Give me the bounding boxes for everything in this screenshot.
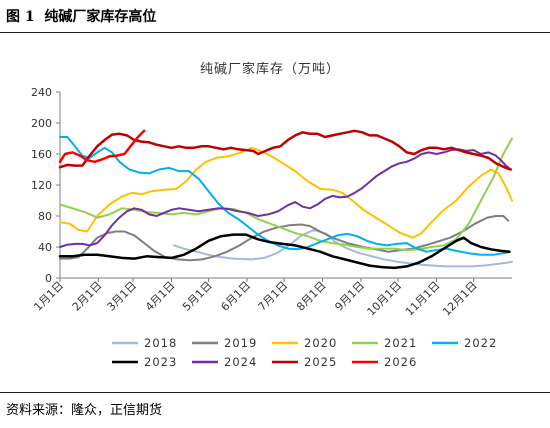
x-tick-label: 10月1日 — [365, 279, 405, 319]
legend-label-2026: 2026 — [384, 355, 417, 369]
series-line-2018 — [172, 228, 513, 268]
series-line-2023 — [58, 233, 511, 270]
series-line-2020 — [59, 146, 513, 239]
source-note: 资料来源：隆众，正信期货 — [6, 403, 163, 418]
legend-label-2021: 2021 — [384, 336, 417, 350]
y-tick-label: 120 — [31, 179, 52, 192]
legend-label-2018: 2018 — [144, 336, 177, 350]
series-line-2024 — [59, 148, 512, 248]
y-tick-label: 200 — [31, 117, 52, 130]
x-tick-label: 8月1日 — [294, 279, 329, 314]
y-tick-label: 160 — [31, 148, 52, 161]
series-line-2019 — [59, 215, 510, 262]
legend-label-2022: 2022 — [464, 336, 497, 350]
y-tick-label: 40 — [38, 241, 52, 254]
legend-label-2020: 2020 — [304, 336, 337, 350]
legend-label-2023: 2023 — [144, 355, 177, 369]
x-tick-label: 7月1日 — [256, 279, 291, 314]
x-tick-label: 5月1日 — [180, 279, 215, 314]
x-tick-label: 9月1日 — [332, 279, 367, 314]
x-tick-label: 12月1日 — [440, 279, 480, 319]
y-tick-label: 80 — [38, 210, 52, 223]
y-tick-label: 0 — [45, 272, 52, 285]
legend: 2018 2019 2020 2021 2022 2023 2024 2025 2026 — [112, 336, 497, 369]
figure-caption: 纯碱厂家库存高位 — [44, 9, 157, 25]
bottom-rule — [0, 392, 550, 393]
series-line-2026 — [58, 129, 146, 164]
series-line-2022 — [59, 136, 510, 256]
series-line-2021 — [59, 137, 513, 252]
x-tick-label: 4月1日 — [143, 279, 178, 314]
x-tick-label: 11月1日 — [403, 279, 443, 319]
figure-label: 图 1 — [6, 9, 35, 25]
x-tick-label: 6月1日 — [218, 279, 253, 314]
series-line-2025 — [58, 129, 513, 171]
legend-label-2025: 2025 — [304, 355, 337, 369]
figure-title: 图 1 纯碱厂家库存高位 — [6, 6, 156, 26]
y-tick-label: 240 — [31, 86, 52, 99]
chart-title: 纯碱厂家库存（万吨） — [200, 61, 340, 77]
x-tick-label: 2月1日 — [70, 279, 105, 314]
series-layer — [58, 129, 513, 270]
legend-label-2024: 2024 — [224, 355, 257, 369]
x-tick-label: 3月1日 — [105, 279, 140, 314]
top-rule — [0, 32, 550, 33]
legend-label-2019: 2019 — [224, 336, 257, 350]
